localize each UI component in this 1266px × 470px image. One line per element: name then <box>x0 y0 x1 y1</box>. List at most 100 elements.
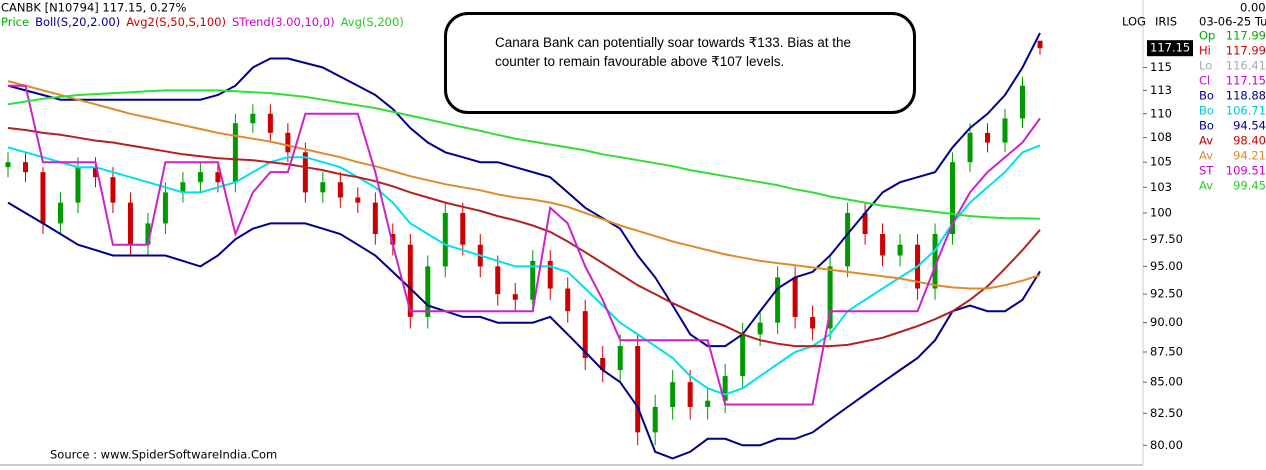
candle-body <box>1020 85 1026 119</box>
legend-item: Boll(S,20,2.00) <box>35 15 120 29</box>
candle-body <box>862 212 868 235</box>
candle-body <box>127 202 133 245</box>
info-label: Op <box>1199 29 1215 43</box>
y-tick-label: 90.00 <box>1150 315 1183 329</box>
info-label: Lo <box>1199 59 1212 73</box>
candle-body <box>897 244 903 256</box>
indicator-line <box>7 144 1041 396</box>
candle-body <box>92 167 98 178</box>
info-value: 99.45 <box>1233 179 1266 193</box>
annotation-line: Canara Bank can potentially soar towards… <box>495 35 852 50</box>
candle-body <box>40 172 46 224</box>
candle-body <box>232 123 238 183</box>
y-tick-label: 103 <box>1150 180 1172 194</box>
indicator-line <box>7 127 1041 348</box>
candle-body <box>565 288 571 312</box>
y-tick-label: 110 <box>1150 106 1172 120</box>
price-marker-label: 117.15 <box>1150 41 1190 55</box>
candle-body <box>792 277 798 317</box>
candle-body <box>617 346 623 371</box>
candle-body <box>932 234 938 289</box>
info-value: 106.71 <box>1226 104 1266 118</box>
indicator-line <box>7 32 1041 348</box>
y-tick-label: 80.00 <box>1150 438 1183 452</box>
annotation-line: counter to remain favourable above ₹107 … <box>495 54 785 69</box>
info-label: Bo <box>1199 119 1214 133</box>
price-marker-box <box>1147 40 1193 57</box>
legend-item: Avg2(S,50,S,100) <box>126 15 226 29</box>
info-label: Bo <box>1199 89 1214 103</box>
candle-body <box>530 260 536 300</box>
candle-body <box>320 182 326 193</box>
info-label: Hi <box>1199 44 1211 58</box>
legend-item: Price <box>1 15 29 29</box>
y-tick-label: 115 <box>1150 60 1172 74</box>
candle-body <box>145 223 151 245</box>
info-label: ST <box>1199 164 1214 178</box>
change: 0.00 <box>1240 1 1266 15</box>
iris-label: IRIS <box>1155 15 1177 29</box>
indicator-line <box>7 80 1041 290</box>
candle-body <box>810 316 816 329</box>
y-tick-label: 87.50 <box>1150 344 1183 358</box>
candle-body <box>652 406 658 433</box>
candles <box>5 40 1043 446</box>
candle-body <box>460 212 466 245</box>
source: Source : www.SpiderSoftwareIndia.Com <box>50 448 277 462</box>
info-value: 94.54 <box>1233 119 1266 133</box>
candle-body <box>635 346 641 433</box>
y-tick-label: 95.00 <box>1150 259 1183 273</box>
candle-body <box>425 266 431 317</box>
candle-body <box>197 172 203 183</box>
candle-body <box>512 294 518 300</box>
legend: Price Boll(S,20,2.00) Avg2(S,50,S,100) STre… <box>1 15 404 29</box>
y-tick-label: 85.00 <box>1150 375 1183 389</box>
y-tick-label: 105 <box>1150 155 1172 169</box>
candle-body <box>57 202 63 224</box>
info-value: 117.99 <box>1226 29 1266 43</box>
header: CANBK [N10794] 117.15, 0.27% <box>1 1 187 15</box>
info-value: 98.40 <box>1233 134 1266 148</box>
y-tick-label: 97.50 <box>1150 232 1183 246</box>
candle-body <box>687 382 693 407</box>
candle-body <box>950 162 956 235</box>
info-label: Av <box>1199 149 1213 163</box>
candle-body <box>705 400 711 407</box>
candle-body <box>985 132 991 143</box>
y-tick-label: 108 <box>1150 130 1172 144</box>
candle-body <box>355 197 361 203</box>
y-tick-label: 92.50 <box>1150 287 1183 301</box>
candle-body <box>1002 118 1008 143</box>
candle-body <box>600 357 606 371</box>
info-label: Av <box>1199 179 1213 193</box>
candle-body <box>372 202 378 235</box>
candle-body <box>967 132 973 163</box>
candle-body <box>827 266 833 329</box>
candle-body <box>775 277 781 323</box>
info-value: 94.21 <box>1233 149 1266 163</box>
y-tick-label: 100 <box>1150 205 1172 219</box>
candle-body <box>250 113 256 124</box>
candle-body <box>390 234 396 245</box>
candle-body <box>757 322 763 335</box>
info-value: 118.88 <box>1226 89 1266 103</box>
candle-body <box>337 182 343 198</box>
indicator-line <box>7 201 1041 460</box>
candle-body <box>110 177 116 203</box>
legend-item: STrend(3.00,10,0) <box>232 15 335 29</box>
info-label: Cl <box>1199 74 1210 88</box>
indicator-line <box>7 89 1041 220</box>
candle-body <box>285 132 291 153</box>
candle-body <box>722 376 728 401</box>
annotation-box: Canara Bank can potentially soar towards… <box>444 12 916 114</box>
candle-body <box>162 192 168 224</box>
log-label: LOG <box>1122 15 1146 29</box>
candle-body <box>442 212 448 267</box>
candle-body <box>1037 40 1043 49</box>
y-tick-label: 82.50 <box>1150 406 1183 420</box>
info-value: 117.15 <box>1226 74 1266 88</box>
info-value: 116.41 <box>1226 59 1266 73</box>
candle-body <box>582 311 588 358</box>
